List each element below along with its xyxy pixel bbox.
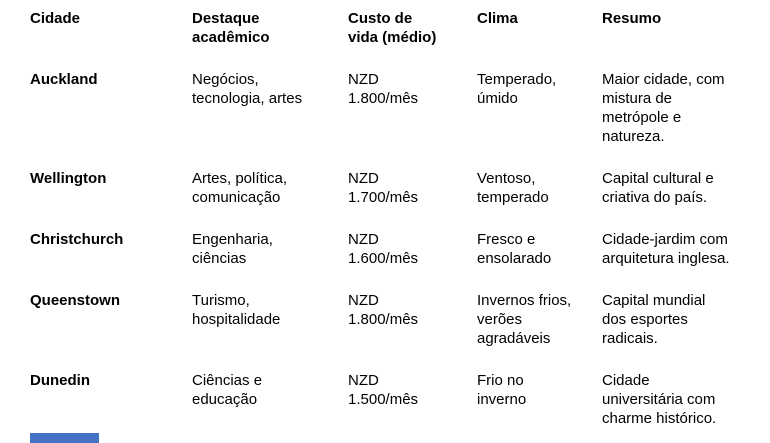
cell-wellington-custo: NZD 1.700/mês xyxy=(348,170,419,206)
cell-wellington-destaque: Artes, política, comunicação xyxy=(192,170,288,206)
cell-christchurch-clima: Fresco e ensolarado xyxy=(477,231,552,267)
cell-queenstown-resumo: Capital mundial dos esportes radicais. xyxy=(602,292,706,347)
row-header-dunedin: Dunedin xyxy=(30,372,90,389)
row-header-auckland: Auckland xyxy=(30,71,98,88)
cell-queenstown-custo: NZD 1.800/mês xyxy=(348,292,419,328)
cell-dunedin-destaque: Ciências e educação xyxy=(192,372,263,408)
row-header-christchurch: Christchurch xyxy=(30,231,124,248)
cell-dunedin-resumo: Cidade universitária com charme históric… xyxy=(602,372,717,427)
cell-wellington-resumo: Capital cultural e criativa do país. xyxy=(602,170,714,206)
cell-wellington-clima: Ventoso, temperado xyxy=(477,170,549,206)
column-header-destaque-academico: Destaque acadêmico xyxy=(192,10,270,46)
row-header-wellington: Wellington xyxy=(30,170,107,187)
column-header-clima: Clima xyxy=(477,10,518,27)
column-header-custo-de-vida: Custo de vida (médio) xyxy=(348,10,437,46)
cell-auckland-destaque: Negócios, tecnologia, artes xyxy=(192,71,303,107)
cell-christchurch-custo: NZD 1.600/mês xyxy=(348,231,419,267)
cell-auckland-clima: Temperado, úmido xyxy=(477,71,557,107)
cities-table: Cidade Destaque acadêmico Custo de vida … xyxy=(30,10,730,427)
cutoff-blue-element[interactable] xyxy=(30,433,99,443)
cell-auckland-custo: NZD 1.800/mês xyxy=(348,71,419,107)
column-header-resumo: Resumo xyxy=(602,10,662,27)
cell-queenstown-destaque: Turismo, hospitalidade xyxy=(192,292,281,328)
cell-auckland-resumo: Maior cidade, com mistura de metrópole e… xyxy=(602,71,725,145)
cell-queenstown-clima: Invernos frios, verões agradáveis xyxy=(477,292,572,347)
row-header-queenstown: Queenstown xyxy=(30,292,121,309)
column-header-cidade: Cidade xyxy=(30,10,81,27)
cell-dunedin-custo: NZD 1.500/mês xyxy=(348,372,419,408)
cell-christchurch-resumo: Cidade-jardim com arquitetura inglesa. xyxy=(602,231,730,267)
cell-christchurch-destaque: Engenharia, ciências xyxy=(192,231,273,267)
cell-dunedin-clima: Frio no inverno xyxy=(477,372,527,408)
